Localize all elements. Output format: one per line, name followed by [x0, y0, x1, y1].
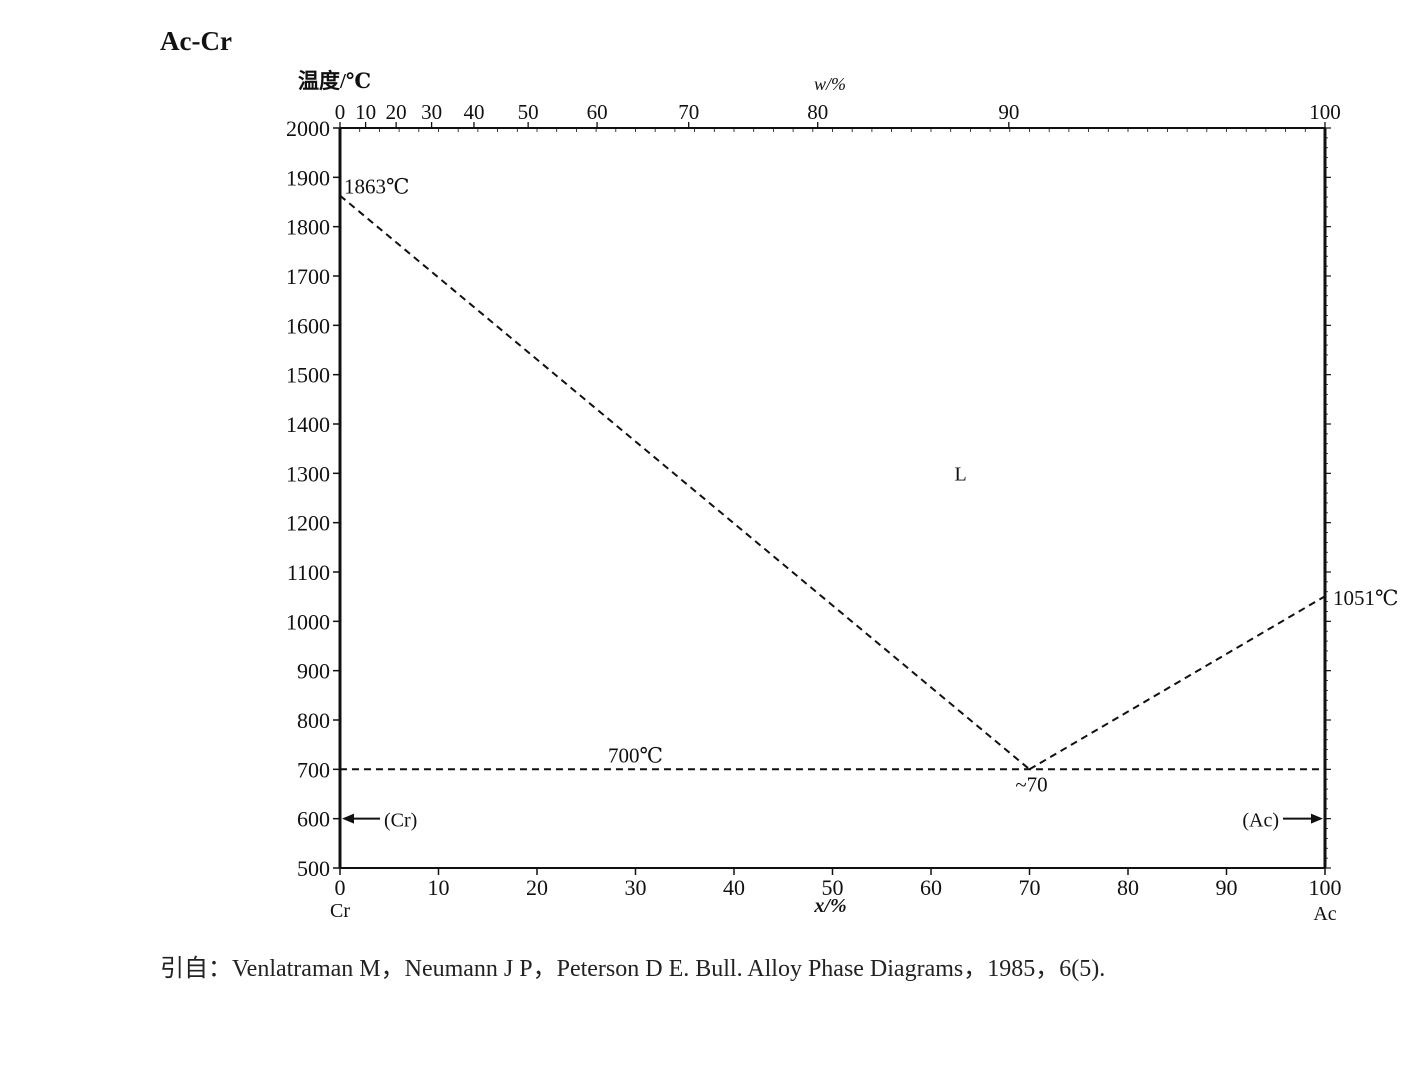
- top-x-tick-label: 70: [678, 100, 699, 124]
- endpoint-label-right: Ac: [1313, 903, 1336, 925]
- top-x-tick-label: 40: [463, 100, 484, 124]
- top-x-tick-label: 100: [1309, 100, 1341, 124]
- y-tick-label: 1500: [286, 363, 330, 388]
- top-x-tick-label: 50: [518, 100, 539, 124]
- x-tick-label: 70: [1019, 875, 1041, 900]
- series-line-2: [1028, 595, 1326, 771]
- y-tick-label: 1100: [287, 560, 330, 585]
- x-tick-label: 100: [1309, 875, 1342, 900]
- x-tick-label: 80: [1117, 875, 1139, 900]
- chart-labels: 温度/℃ x/% w/% Cr Ac 1863℃ 1051℃ 700℃ ~70 L (Cr) (Ac): [298, 69, 1399, 925]
- top-x-tick-label: 0: [335, 100, 346, 124]
- phase-diagram-chart: 5006007008009001000110012001300140015001…: [286, 69, 1399, 925]
- x-tick-label: 50: [822, 875, 844, 900]
- top-x-tick-label: 20: [386, 100, 407, 124]
- y-tick-label: 1200: [286, 511, 330, 536]
- y-tick-label: 1300: [286, 461, 330, 486]
- top-x-tick-label: 10: [355, 100, 376, 124]
- y-tick-label: 1800: [286, 215, 330, 240]
- chart-title: Ac-Cr: [160, 26, 232, 56]
- annotation-label: (Cr): [384, 810, 417, 832]
- y-tick-label: 1900: [286, 165, 330, 190]
- y-tick-label: 500: [297, 856, 330, 881]
- x-tick-label: 60: [920, 875, 942, 900]
- x-tick-label: 10: [428, 875, 450, 900]
- endpoint-label-left: Cr: [330, 900, 350, 922]
- x-tick-label: 90: [1216, 875, 1238, 900]
- top-x-tick-label: 30: [421, 100, 442, 124]
- annotation-label: 1051℃: [1333, 586, 1399, 610]
- y-axis-label: 温度/℃: [298, 69, 371, 93]
- y-tick-label: 800: [297, 708, 330, 733]
- y-tick-label: 600: [297, 807, 330, 832]
- y-tick-label: 1400: [286, 412, 330, 437]
- y-tick-label: 1700: [286, 264, 330, 289]
- y-tick-label: 1600: [286, 313, 330, 338]
- chart-series: [339, 194, 1326, 824]
- x-axis-label: x/%: [813, 895, 846, 917]
- top-x-tick-label: 80: [807, 100, 828, 124]
- annotation-label: (Ac): [1242, 810, 1279, 832]
- ac-arrow-head: [1311, 813, 1323, 824]
- top-x-axis-label: w/%: [814, 74, 846, 94]
- annotation-label: ~70: [1015, 772, 1047, 796]
- y-tick-label: 2000: [286, 116, 330, 141]
- annotation-label: 700℃: [608, 743, 663, 767]
- annotation-label: L: [954, 463, 966, 485]
- x-tick-label: 20: [526, 875, 548, 900]
- x-tick-label: 40: [723, 875, 745, 900]
- y-tick-label: 700: [297, 757, 330, 782]
- series-line-1: [339, 194, 1031, 771]
- y-tick-label: 900: [297, 659, 330, 684]
- top-x-tick-label: 90: [998, 100, 1019, 124]
- citation-text: 引自：Venlatraman M，Neumann J P，Peterson D …: [160, 956, 1106, 982]
- cr-arrow-head: [342, 813, 354, 824]
- top-x-tick-label: 60: [587, 100, 608, 124]
- y-tick-label: 1000: [286, 609, 330, 634]
- x-tick-label: 0: [335, 875, 346, 900]
- x-tick-label: 30: [625, 875, 647, 900]
- chart-axes: 5006007008009001000110012001300140015001…: [286, 100, 1342, 900]
- annotation-label: 1863℃: [344, 175, 410, 199]
